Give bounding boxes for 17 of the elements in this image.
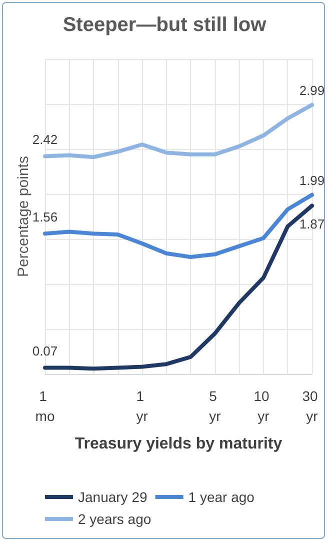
data-label: 2.42: [32, 132, 58, 148]
x-tick-label: 1 mo: [35, 388, 55, 424]
y-axis-title: Percentage points: [15, 156, 32, 277]
data-label: 1.99: [299, 172, 325, 188]
data-label: 0.07: [32, 344, 58, 359]
legend-label: January 29: [78, 489, 148, 505]
x-tick-label: 5 yr: [209, 388, 222, 424]
x-tick-label: 30 yr: [302, 388, 322, 424]
legend-label: 2 years ago: [78, 511, 152, 527]
x-axis-title: Treasury yields by maturity: [74, 436, 282, 452]
legend-label: 1 year ago: [188, 489, 255, 505]
x-tick-label: 10 yr: [254, 388, 274, 424]
x-tick-label: 1 yr: [136, 388, 148, 424]
data-label: 2.99: [299, 82, 325, 98]
chart-title: Steeper—but still low: [62, 14, 267, 36]
data-label: 1.56: [32, 210, 58, 225]
data-label: 1.87: [299, 216, 325, 232]
